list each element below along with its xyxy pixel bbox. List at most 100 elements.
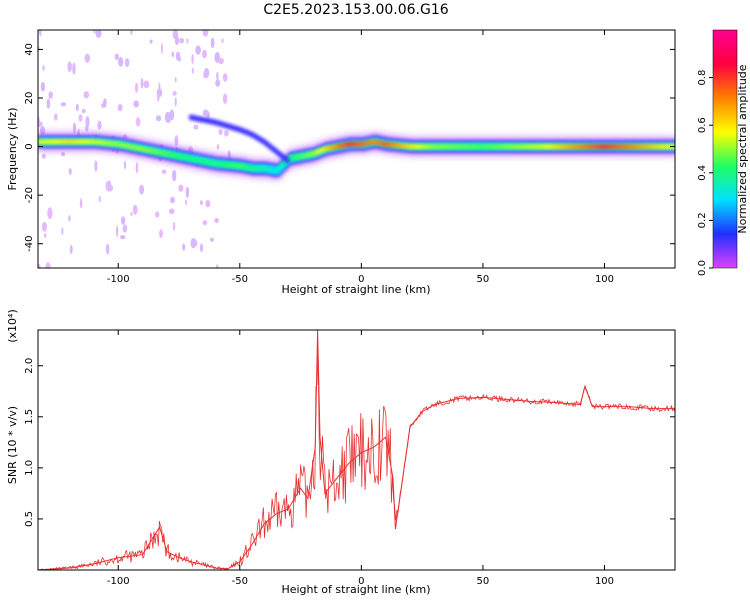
noise-speck [83, 91, 90, 99]
noise-speck [149, 39, 153, 44]
noise-speck [206, 111, 210, 119]
noise-speck [216, 144, 220, 150]
noise-speck [120, 235, 126, 240]
noise-speck [178, 56, 181, 63]
noise-speck [185, 199, 187, 206]
noise-speck [42, 221, 47, 232]
branch-cell [285, 157, 290, 164]
noise-speck [123, 160, 126, 170]
noise-speck [61, 227, 64, 236]
snr-y-tick-label: 1.5 [24, 409, 35, 425]
noise-speck [95, 30, 102, 38]
noise-speck [68, 168, 72, 175]
noise-speck [41, 153, 46, 159]
snr-plot-area [38, 330, 675, 570]
noise-speck [98, 195, 101, 203]
noise-speck [44, 233, 47, 239]
secondary-branch [188, 114, 290, 164]
noise-speck [47, 207, 53, 220]
heatmap-y-tick-label: -40 [24, 236, 35, 252]
heatmap-y-axis-label: Frequency (Hz) [6, 108, 19, 191]
noise-speck [174, 135, 179, 146]
heatmap-x-axis-label: Height of straight line (km) [281, 283, 430, 296]
heatmap-y-ticks: -40 -20 0 20 40 [24, 43, 675, 252]
noise-speck [170, 196, 175, 204]
noise-speck [117, 104, 123, 112]
snr-x-ticks: -100 -50 0 50 100 [107, 330, 614, 587]
noise-speck [38, 264, 41, 268]
noise-speck [168, 113, 174, 120]
noise-speck [195, 45, 201, 55]
noise-speck [172, 30, 179, 40]
noise-speck [186, 38, 189, 44]
noise-speck [174, 77, 177, 83]
colorbar-label: Normalized spectral amplitude [736, 64, 749, 233]
noise-speck [178, 184, 184, 192]
snr-y-tick-label: 1.0 [24, 460, 35, 476]
noise-speck [169, 109, 175, 121]
heatmap-x-tick-label: 0 [358, 274, 364, 285]
noise-speck [174, 97, 177, 107]
noise-speck [159, 229, 163, 239]
snr-marks [38, 330, 675, 570]
noise-speck [139, 184, 145, 195]
heatmap-frame [37, 29, 676, 269]
noise-speck [105, 181, 109, 191]
snr-y-tick-label: 0.5 [24, 511, 35, 527]
snr-y-axis-label: SNR (10 * v/v) [6, 406, 19, 484]
ridge-core [38, 139, 675, 174]
noise-speck [42, 64, 45, 71]
heatmap-x-tick-label: 100 [595, 274, 614, 285]
colorbar: 0.0 0.2 0.4 0.6 0.8 Normalized spectral ampl… [697, 29, 749, 276]
noise-speck [215, 79, 221, 87]
noise-speck [158, 82, 161, 94]
noise-speck [218, 57, 224, 65]
snr-frame [37, 329, 676, 571]
noise-speck [156, 88, 163, 98]
noise-speck [174, 36, 180, 46]
noise-speck [202, 220, 208, 226]
heatmap-y-tick-label: -20 [24, 187, 35, 203]
noise-speck [157, 90, 160, 102]
noise-speck [107, 184, 114, 192]
noise-speck [179, 37, 185, 44]
noise-speck [60, 102, 67, 107]
noise-speck [202, 49, 207, 59]
figure-title: C2E5.2023.153.00.06.G16 [263, 2, 448, 18]
snr-series-line [38, 330, 675, 570]
snr-x-tick-label: 100 [595, 576, 614, 587]
noise-speck [132, 204, 138, 215]
noise-speck [209, 237, 214, 242]
heatmap-panel: -100 -50 0 50 100 -40 -20 0 20 40 Height of stra… [6, 29, 676, 296]
heatmap-x-tick-label: 50 [477, 274, 490, 285]
snr-y-tick-label: 2.0 [24, 358, 35, 374]
noise-speck [155, 211, 160, 218]
snr-x-axis-label: Height of straight line (km) [281, 583, 430, 596]
noise-speck [54, 113, 58, 121]
heatmap-y-tick-label: 20 [24, 92, 35, 105]
noise-speck [103, 98, 107, 106]
heatmap-marks [38, 30, 675, 268]
snr-x-tick-label: -100 [107, 576, 130, 587]
noise-speck [221, 38, 224, 44]
noise-speck [106, 180, 112, 192]
noise-speck [202, 30, 209, 37]
noise-speck [160, 42, 163, 55]
noise-speck [38, 30, 42, 37]
noise-speck [175, 51, 181, 61]
noise-speck [171, 51, 175, 58]
noise-speck [190, 238, 197, 249]
noise-speck [222, 93, 228, 104]
noise-speck [172, 91, 177, 96]
noise-speck [97, 120, 102, 130]
noise-speck [135, 117, 141, 127]
noise-speck [143, 80, 150, 89]
noise-speck [216, 71, 219, 80]
noise-speck [135, 162, 139, 174]
noise-speck [105, 243, 110, 255]
snr-noise-line [38, 354, 675, 570]
noise-speck [205, 199, 211, 208]
noise-speck [75, 103, 79, 112]
noise-speck [214, 218, 219, 223]
noise-speck [78, 114, 83, 122]
